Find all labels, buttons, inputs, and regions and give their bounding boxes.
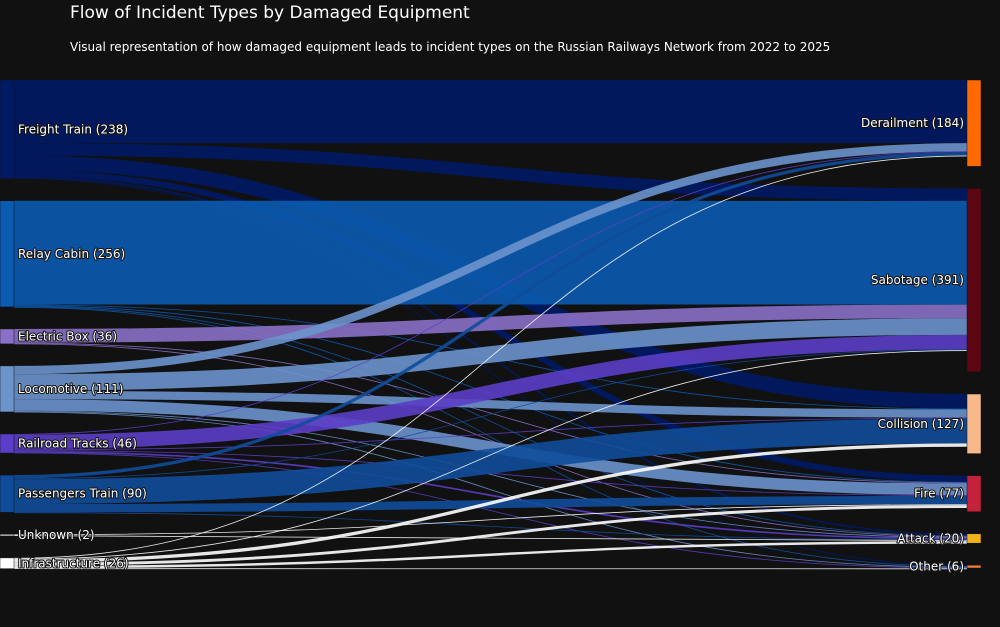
node-unknown[interactable] <box>0 534 15 537</box>
label-layer: Freight Train (238) Relay Cabin (256) Elec… <box>17 115 965 574</box>
link-passenger-collision <box>13 418 968 505</box>
node-label-electric: Electric Box (36) <box>18 329 117 343</box>
link-tracks-derail <box>13 151 968 435</box>
link-infra-collision <box>13 443 968 563</box>
link-infra-attack <box>13 541 968 569</box>
node-label-tracks: Railroad Tracks (46) <box>18 436 137 450</box>
chart-subtitle: Visual representation of how damaged equ… <box>70 40 830 54</box>
node-label-relay: Relay Cabin (256) <box>18 247 125 261</box>
link-relay-other <box>13 306 968 567</box>
node-electric[interactable] <box>0 328 15 345</box>
node-infra[interactable] <box>0 557 15 569</box>
node-loco[interactable] <box>0 365 15 413</box>
link-layer <box>13 80 968 570</box>
node-label-sabotage: Sabotage (391) <box>871 273 964 287</box>
node-label-freight: Freight Train (238) <box>18 122 128 136</box>
link-infra-fire <box>13 505 968 566</box>
link-loco-sabotage <box>13 318 968 391</box>
node-label-collision: Collision (127) <box>878 417 964 431</box>
node-label-fire: Fire (77) <box>914 487 964 501</box>
link-unknown-fire <box>13 504 968 536</box>
node-derail[interactable] <box>966 79 982 167</box>
link-loco-attack <box>13 410 968 538</box>
node-layer <box>0 79 982 569</box>
link-tracks-sabotage <box>13 334 968 450</box>
link-relay-attack <box>13 306 968 537</box>
link-loco-other <box>13 411 968 568</box>
link-freight-sabotage <box>13 143 968 201</box>
link-loco-collision <box>13 390 968 418</box>
node-freight[interactable] <box>0 79 15 179</box>
node-relay[interactable] <box>0 200 15 308</box>
node-sabotage[interactable] <box>966 188 982 373</box>
node-label-unknown: Unknown (2) <box>18 528 95 542</box>
node-fire[interactable] <box>966 475 982 513</box>
link-loco-fire <box>13 399 968 496</box>
node-other[interactable] <box>966 564 982 569</box>
node-tracks[interactable] <box>0 433 15 454</box>
node-label-derail: Derailment (184) <box>861 116 964 130</box>
link-electric-fire <box>13 342 968 484</box>
link-infra-derail <box>13 155 968 559</box>
link-loco-derail <box>13 143 968 375</box>
node-label-infra: Infrastructure (26) <box>18 556 129 570</box>
node-label-attack: Attack (20) <box>897 531 964 545</box>
link-tracks-collision <box>13 417 968 451</box>
node-collision[interactable] <box>966 393 982 454</box>
chart-title: Flow of Incident Types by Damaged Equipm… <box>70 3 470 23</box>
node-label-other: Other (6) <box>909 560 964 574</box>
node-label-passenger: Passengers Train (90) <box>18 487 147 501</box>
node-passenger[interactable] <box>0 474 15 513</box>
link-electric-sabotage <box>13 304 968 343</box>
node-label-loco: Locomotive (111) <box>18 382 123 396</box>
link-infra-sabotage <box>13 350 968 560</box>
link-passenger-attack <box>13 512 968 541</box>
link-passenger-derail <box>13 152 968 479</box>
link-passenger-sabotage <box>13 349 968 480</box>
link-tracks-other <box>13 452 968 569</box>
node-attack[interactable] <box>966 533 982 544</box>
